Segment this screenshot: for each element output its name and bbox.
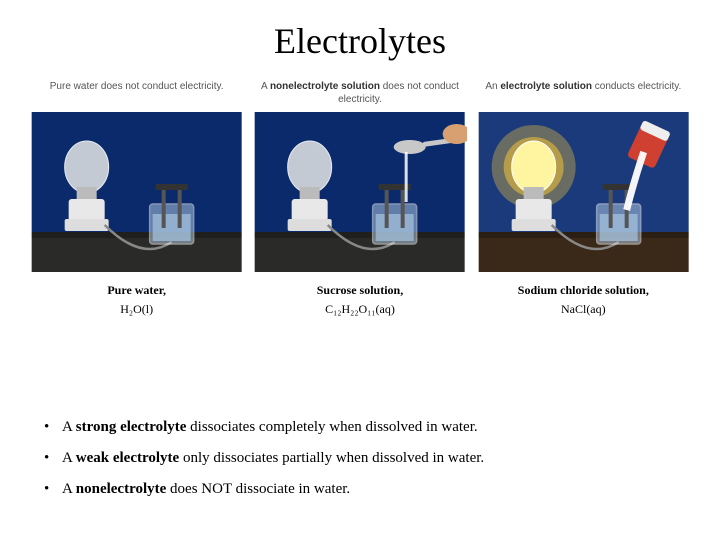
caption-top: Pure water does not conduct electricity. <box>50 80 224 108</box>
panel-pure-water: Pure water does not conduct electricity.… <box>30 80 243 318</box>
bullet-list: A strong electrolyte dissociates complet… <box>40 417 680 510</box>
experiment-scene <box>30 112 243 272</box>
bullet-non: A nonelectrolyte does NOT dissociate in … <box>40 479 680 500</box>
bullet-strong: A strong electrolyte dissociates complet… <box>40 417 680 438</box>
caption-bottom: Sodium chloride solution, NaCl(aq) <box>518 282 649 318</box>
experiment-scene <box>253 112 466 272</box>
bullet-weak: A weak electrolyte only dissociates part… <box>40 448 680 469</box>
panel-nacl: An electrolyte solution conducts electri… <box>477 80 690 318</box>
caption-top: A nonelectrolyte solution does not condu… <box>253 80 466 108</box>
panel-row: Pure water does not conduct electricity.… <box>30 80 690 318</box>
experiment-scene <box>477 112 690 272</box>
caption-bottom: Sucrose solution, C₁₂H₂₂O₁₁(aq) <box>317 282 403 318</box>
caption-bottom: Pure water, H₂O(l) <box>107 282 166 318</box>
caption-top: An electrolyte solution conducts electri… <box>485 80 681 108</box>
panel-sucrose: A nonelectrolyte solution does not condu… <box>253 80 466 318</box>
page-title: Electrolytes <box>30 20 690 62</box>
